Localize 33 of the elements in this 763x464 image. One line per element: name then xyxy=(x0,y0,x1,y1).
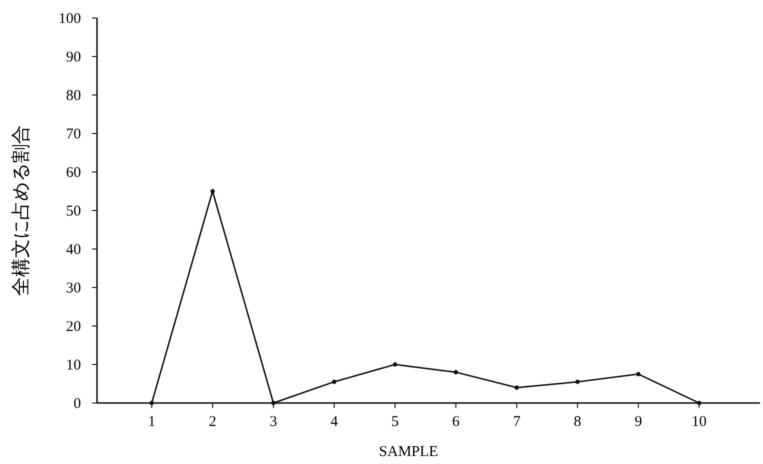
point xyxy=(454,370,458,374)
x-axis-title: SAMPLE xyxy=(378,444,438,460)
y-tick-label: 40 xyxy=(66,242,81,258)
point xyxy=(392,362,398,367)
y-tick-label: 90 xyxy=(66,50,81,66)
x-tick-label: 10 xyxy=(692,414,707,430)
x-tick-label: 3 xyxy=(270,414,278,430)
x-tick-label: 4 xyxy=(330,414,338,430)
x-tick-label: 9 xyxy=(634,414,642,430)
y-tick-label: 20 xyxy=(66,319,81,335)
x-tick-label: 7 xyxy=(512,414,521,430)
y-axis-title: 全構文に占める割合 xyxy=(11,125,32,296)
point xyxy=(332,380,336,384)
point xyxy=(150,400,154,406)
y-tick-label: 80 xyxy=(66,88,81,104)
y-tick-label: 10 xyxy=(66,358,81,374)
y-tick-label: 70 xyxy=(66,126,81,142)
point xyxy=(696,400,702,406)
point xyxy=(210,189,215,194)
x-tick-label: 5 xyxy=(391,414,399,430)
point xyxy=(636,372,641,376)
y-tick-label: 30 xyxy=(66,280,81,296)
y-tick-label: 60 xyxy=(66,165,81,181)
y-tick-label: 0 xyxy=(74,396,81,412)
y-tick-label: 100 xyxy=(58,11,81,27)
x-tick-label: 8 xyxy=(574,414,582,430)
x-tick-label: 6 xyxy=(452,414,460,430)
point xyxy=(514,385,519,390)
x-tick-label: 1 xyxy=(148,414,156,430)
point xyxy=(575,380,580,384)
x-tick-label: 2 xyxy=(208,414,216,430)
point xyxy=(271,400,276,406)
y-tick-label: 50 xyxy=(66,204,81,220)
